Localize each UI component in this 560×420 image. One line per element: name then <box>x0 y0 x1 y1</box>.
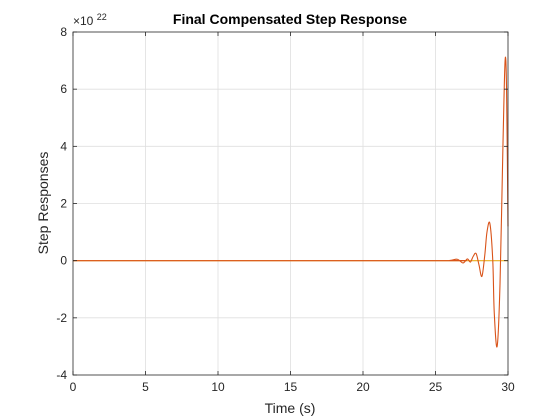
x-tick-labels: 0 5 10 15 20 25 30 <box>70 380 515 394</box>
y-exponent-base: ×10 <box>73 14 94 28</box>
tick-marks <box>72 31 509 376</box>
x-tick-label: 0 <box>70 380 77 394</box>
y-tick-label: 4 <box>60 139 67 153</box>
series-lines <box>72 56 509 348</box>
y-tick-label: -4 <box>56 368 67 382</box>
x-tick-label: 5 <box>142 380 149 394</box>
x-tick-label: 30 <box>501 380 515 394</box>
y-tick-label: 0 <box>60 254 67 268</box>
x-tick-label: 20 <box>356 380 370 394</box>
series-line-2 <box>72 56 509 348</box>
y-tick-label: -2 <box>56 311 67 325</box>
x-axis-label: Time (s) <box>265 400 316 416</box>
y-tick-labels: -4 -2 0 2 4 6 8 <box>56 25 67 382</box>
y-exponent-label: ×10 22 <box>73 12 107 28</box>
x-tick-label: 10 <box>211 380 225 394</box>
y-tick-label: 6 <box>60 82 67 96</box>
x-tick-label: 25 <box>429 380 443 394</box>
y-exponent-power: 22 <box>97 12 107 22</box>
chart-title: Final Compensated Step Response <box>173 11 407 27</box>
y-tick-label: 8 <box>60 25 67 39</box>
y-tick-label: 2 <box>60 197 67 211</box>
y-axis-label: Step Responses <box>35 152 51 255</box>
x-tick-label: 15 <box>284 380 298 394</box>
